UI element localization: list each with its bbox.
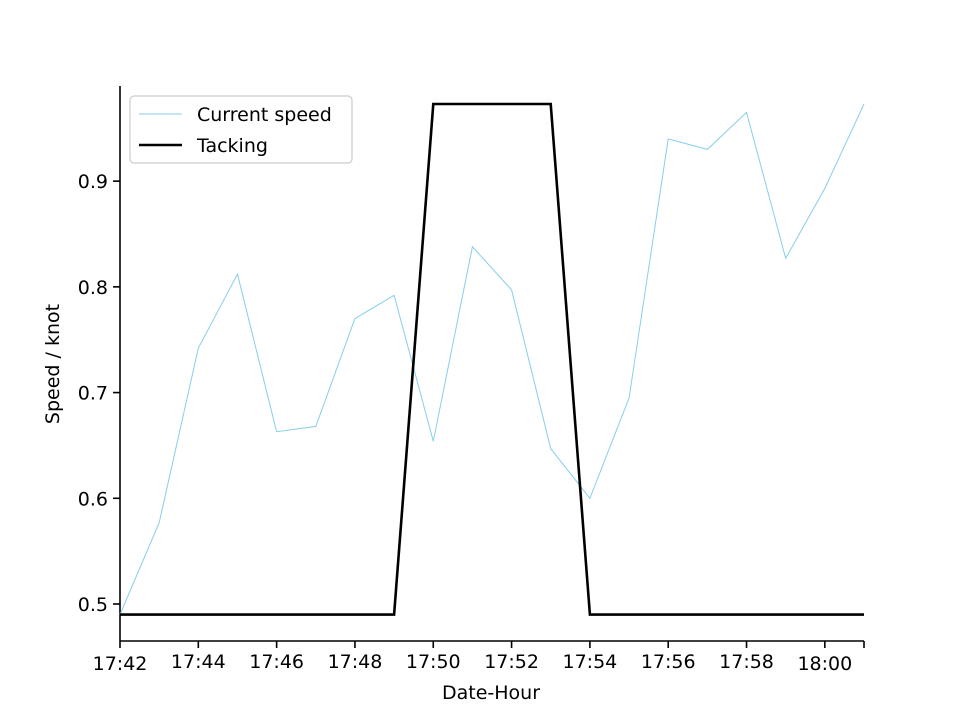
x-tick-label: 17:44 (171, 651, 226, 673)
x-tick-label: 17:42 (93, 653, 148, 675)
x-tick-label: 17:56 (641, 651, 696, 673)
y-tick-label: 0.7 (78, 383, 108, 405)
axes: 0.5 0.6 0.7 0.8 0.9 17:42 17:44 17:46 17:48 17:50… (78, 86, 865, 675)
y-tick-label: 0.5 (78, 594, 108, 616)
y-tick-label: 0.6 (78, 488, 108, 510)
x-tick-label: 17:52 (484, 651, 539, 673)
series-layer (119, 102, 865, 616)
legend-label-current-speed: Current speed (197, 104, 332, 126)
y-axis-label: Speed / knot (42, 304, 64, 424)
series-line-tacking (120, 102, 864, 616)
x-tick-label: 18:00 (797, 653, 852, 675)
x-tick-label: 17:46 (249, 651, 304, 673)
x-tick-label: 17:58 (719, 651, 774, 673)
legend: Current speed Tacking (129, 95, 353, 164)
x-tick-label: 17:50 (406, 651, 461, 673)
x-tick-label: 17:54 (563, 651, 618, 673)
x-tick-label: 17:48 (328, 651, 383, 673)
y-tick-label: 0.8 (78, 277, 108, 299)
y-tick-label: 0.9 (78, 171, 108, 193)
x-axis-label: Date-Hour (442, 682, 540, 704)
legend-box (129, 95, 353, 164)
series-line-current-speed (119, 103, 865, 615)
legend-label-tacking: Tacking (196, 135, 268, 157)
